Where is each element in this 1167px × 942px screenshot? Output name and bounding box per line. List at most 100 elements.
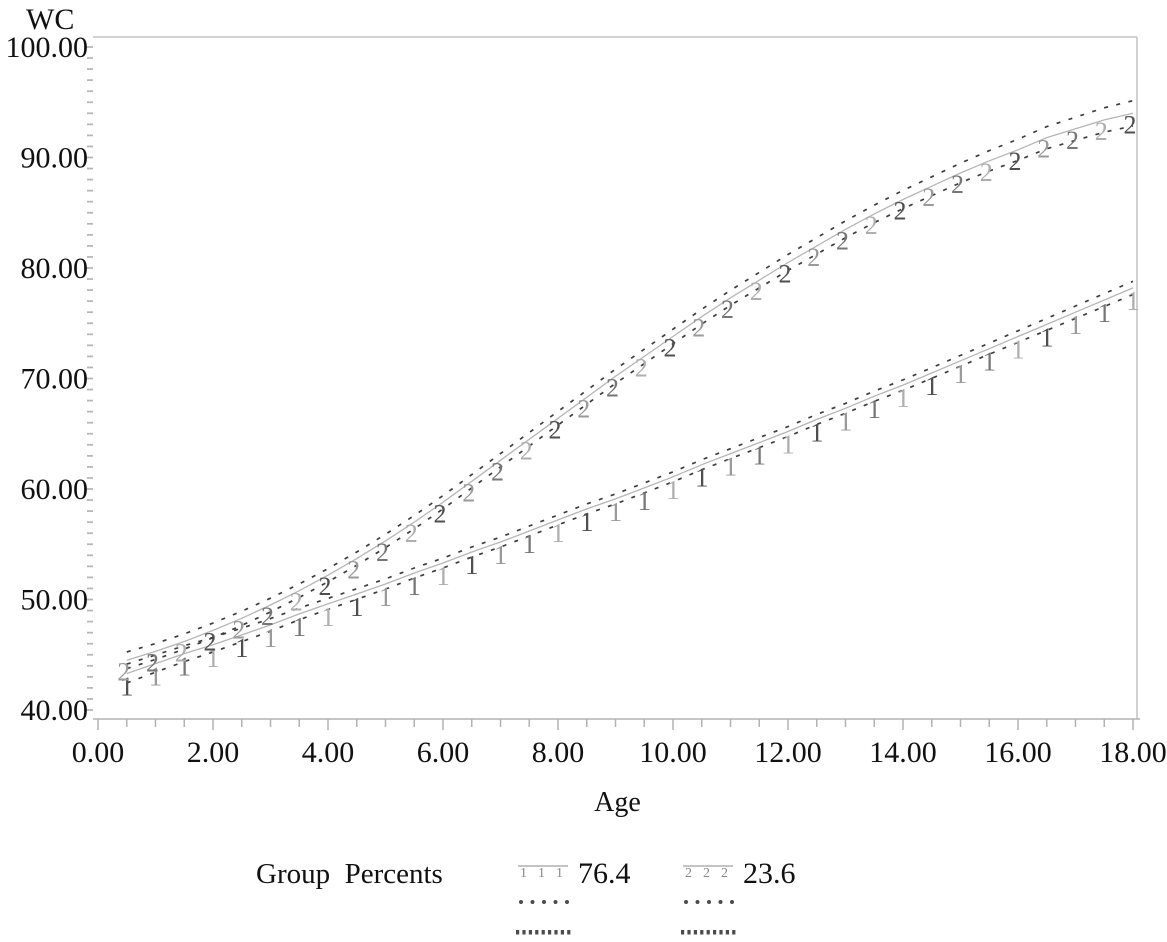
x-tick-label: 6.00: [417, 736, 470, 769]
data-point-marker-group2: 2: [319, 572, 332, 601]
data-point-marker-group1: 1: [178, 652, 192, 682]
data-point-marker-group2: 2: [1095, 117, 1108, 146]
mean-curve-group1: [126, 287, 1134, 675]
data-point-marker-group2: 2: [204, 627, 217, 656]
data-point-marker-group1: 1: [839, 406, 853, 436]
dot-icon: [519, 900, 523, 904]
data-point-marker-group2: 2: [1124, 110, 1137, 139]
x-tick-label: 0.00: [72, 736, 125, 769]
dot-icon: [528, 930, 532, 935]
data-point-marker-group1: 1: [954, 359, 968, 389]
dot-icon: [730, 900, 734, 904]
dot-icon: [700, 930, 704, 935]
data-point-marker-group2: 2: [405, 519, 418, 548]
data-point-marker-group1: 1: [264, 623, 278, 653]
y-tick-label: 70.00: [21, 363, 89, 396]
y-tick-label: 80.00: [21, 252, 89, 285]
data-point-marker-group1: 1: [868, 394, 882, 424]
data-point-marker-group1: 1: [494, 540, 508, 570]
data-point-marker-group1: 1: [810, 417, 824, 447]
data-point-marker-group1: 1: [695, 463, 709, 493]
data-point-marker-group1: 1: [896, 383, 910, 413]
legend-digit-icon: 2: [703, 866, 710, 881]
data-point-marker-group2: 2: [549, 415, 562, 444]
x-axis-tick-labels: 0.00 2.00 4.00 6.00 8.00 10.00 12.00 14.00 16.00…: [72, 736, 1167, 769]
data-point-marker-group1: 1: [781, 430, 795, 460]
dot-icon: [560, 930, 564, 935]
data-point-marker-group2: 2: [175, 638, 188, 667]
y-axis-ticks: [84, 46, 93, 711]
y-axis-title: WC: [26, 3, 75, 36]
dot-icon: [707, 900, 711, 904]
data-point-marker-group1: 1: [724, 452, 738, 482]
plot-frame: [93, 36, 1140, 720]
data-point-marker-group1: 1: [465, 550, 479, 580]
data-point-marker-group2: 2: [520, 436, 533, 465]
dot-icon: [684, 900, 688, 904]
data-point-marker-group2: 2: [434, 499, 447, 528]
dot-icon: [516, 930, 520, 935]
legend-digit-icon: 1: [556, 866, 563, 881]
x-tick-label: 8.00: [532, 736, 585, 769]
legend-digit-icon: 1: [520, 866, 527, 881]
x-tick-label: 2.00: [187, 736, 240, 769]
data-point-marker-group1: 1: [753, 441, 767, 471]
data-point-marker-group2: 2: [232, 615, 245, 644]
data-point-marker-group1: 1: [149, 662, 163, 692]
data-point-marker-group1: 1: [206, 643, 220, 673]
data-point-marker-group2: 2: [779, 259, 792, 288]
dot-icon: [542, 900, 546, 904]
data-point-marker-group2: 2: [865, 211, 878, 240]
y-tick-label: 40.00: [21, 694, 89, 727]
data-point-marker-group1: 1: [379, 582, 393, 612]
data-point-marker-group2: 2: [261, 602, 274, 631]
data-point-marker-group2: 2: [836, 226, 849, 255]
data-point-marker-group2: 2: [290, 588, 303, 617]
x-axis-title: Age: [594, 787, 641, 818]
data-point-marker-group2: 2: [1066, 126, 1079, 155]
data-point-marker-group2: 2: [807, 243, 820, 272]
x-tick-label: 18.00: [1099, 736, 1167, 769]
ci-dotted-sample-row2-group2: [681, 930, 736, 935]
dot-icon: [706, 930, 710, 935]
y-tick-label: 100.00: [6, 31, 89, 64]
data-point-marker-group1: 1: [235, 633, 249, 663]
dot-icon: [718, 900, 723, 904]
data-point-marker-group1: 1: [350, 592, 364, 622]
data-point-marker-group1: 1: [321, 602, 335, 632]
data-point-marker-group2: 2: [146, 648, 159, 677]
y-tick-label: 90.00: [21, 142, 89, 175]
data-point-marker-group1: 1: [551, 518, 565, 548]
dot-icon: [695, 900, 700, 904]
dot-icon: [548, 930, 552, 935]
ci-dotted-sample-row2-group1: [516, 930, 571, 935]
legend-symbol-group1-icon: 1 1 1: [518, 865, 568, 881]
x-tick-label: 10.00: [639, 736, 707, 769]
x-tick-label: 14.00: [869, 736, 937, 769]
ci-lower-band-group1: [126, 293, 1134, 684]
dot-icon: [553, 900, 558, 904]
dot-icon: [535, 930, 539, 935]
legend-title: Group Percents: [256, 858, 443, 890]
data-point-marker-group2: 2: [117, 657, 130, 686]
dot-icon: [681, 930, 685, 935]
data-point-marker-group2: 2: [692, 314, 705, 343]
legend-digit-icon: 2: [685, 866, 692, 881]
x-tick-label: 16.00: [984, 736, 1052, 769]
data-point-marker-group1: 1: [1126, 286, 1140, 316]
data-point-marker-group1: 1: [1069, 310, 1083, 340]
legend-digit-icon: 2: [721, 866, 728, 881]
data-point-marker-group1: 1: [666, 475, 680, 505]
series-curves: 1 1 1 1 1 1 1 1 1 1 1 1 1 1 1 1 1 1 1 1 1 1 1 1 1 1 1 1 1 1 1 1 1 1 1 12 2 2 2…: [117, 99, 1140, 702]
dot-icon: [713, 930, 717, 935]
ci-upper-band-group1: [126, 280, 1134, 665]
ci-lower-band-group2: [126, 125, 1134, 670]
data-point-marker-group2: 2: [980, 158, 993, 187]
data-point-marker-group2: 2: [664, 334, 677, 363]
dot-icon: [732, 930, 736, 935]
data-point-marker-group1: 1: [1011, 335, 1025, 365]
dot-icon: [693, 930, 697, 935]
dot-icon: [554, 930, 558, 935]
data-point-marker-group1: 1: [120, 672, 134, 702]
